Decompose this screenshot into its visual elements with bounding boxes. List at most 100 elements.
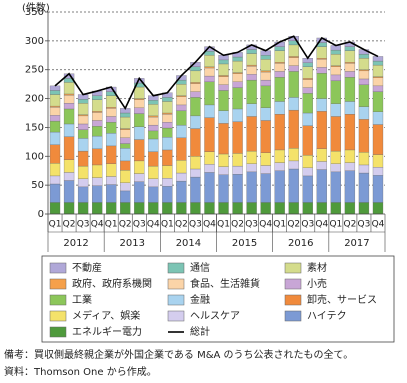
bar-segment: [49, 163, 61, 177]
bar-segment: [120, 169, 131, 183]
bar-segment: [148, 130, 159, 140]
x-tick-label: Q2: [343, 220, 356, 230]
bar-segment: [246, 163, 257, 173]
bar-segment: [134, 173, 145, 182]
bar-segment: [302, 154, 313, 168]
bar-segment: [190, 115, 201, 129]
bar-segment: [120, 202, 131, 215]
bar-segment: [316, 148, 327, 162]
bar-segment: [218, 123, 229, 155]
x-tick-label: Q3: [245, 220, 258, 230]
bar-segment: [316, 111, 327, 149]
bar-segment: [204, 81, 215, 106]
bar-segment: [162, 165, 173, 179]
bar-segment: [358, 70, 370, 80]
legend-label: 金融: [190, 293, 210, 306]
bar-segment: [106, 122, 117, 134]
bar-segment: [288, 160, 299, 170]
bar-segment: [330, 202, 342, 215]
bar-segment: [260, 120, 271, 153]
bar-segment: [372, 154, 384, 168]
bar-segment: [232, 165, 243, 175]
bar-segment: [358, 84, 370, 107]
bar-segment: [302, 79, 313, 88]
year-label: 2015: [232, 238, 257, 249]
bar-segment: [246, 49, 257, 54]
bar-segment: [190, 97, 201, 117]
bar-segment: [91, 202, 103, 215]
bar-segment: [91, 177, 103, 186]
bar-segment: [260, 71, 271, 81]
year-label: 2017: [344, 238, 369, 249]
bar-segment: [204, 202, 215, 215]
bar-segment: [316, 46, 327, 59]
bar-segment: [330, 53, 342, 66]
x-tick-label: Q4: [203, 220, 216, 230]
bar-segment: [218, 75, 229, 77]
bar-segment: [260, 59, 271, 72]
bar-segment: [274, 71, 285, 78]
bar-segment: [330, 49, 342, 55]
bar-segment: [190, 91, 201, 98]
bar-segment: [77, 123, 89, 130]
bar-segment: [372, 77, 384, 87]
bar-segment: [260, 152, 271, 166]
bar-segment: [274, 114, 285, 151]
bar-segment: [218, 174, 229, 203]
bar-segment: [134, 181, 145, 203]
bar-segment: [260, 173, 271, 203]
bar-segment: [372, 91, 384, 112]
bar-segment: [218, 76, 229, 85]
bar-segment: [63, 172, 75, 181]
bar-segment: [49, 115, 61, 122]
bar-segment: [316, 58, 327, 60]
bar-segment: [190, 83, 201, 92]
bar-segment: [358, 119, 370, 153]
bar-segment: [288, 97, 299, 111]
bar-segment: [106, 116, 117, 123]
x-tick-label: Q1: [49, 220, 62, 230]
legend-swatch: [49, 310, 67, 322]
bar-segment: [288, 71, 299, 98]
bar-segment: [232, 174, 243, 203]
bar-segment: [232, 202, 243, 215]
bar-segment: [218, 110, 229, 124]
bar-segment: [232, 153, 243, 167]
bar-segment: [274, 202, 285, 215]
legend-swatch: [284, 294, 302, 306]
bar-segment: [63, 108, 75, 125]
x-tick-label: Q4: [147, 220, 160, 230]
bar-segment: [49, 120, 61, 133]
x-tick-label: Q2: [63, 220, 76, 230]
bar-segment: [106, 184, 117, 203]
bar-segment: [316, 59, 327, 68]
bar-segment: [120, 160, 131, 171]
x-tick-label: Q1: [329, 220, 342, 230]
bar-segment: [232, 81, 243, 88]
legend-swatch: [284, 278, 302, 290]
bar-segment: [260, 202, 271, 215]
y-tick-label: 50: [31, 180, 44, 191]
bar-segment: [77, 138, 89, 152]
bar-segment: [372, 85, 384, 92]
bar-segment: [49, 183, 61, 203]
year-label: 2012: [63, 238, 88, 249]
bar-segment: [218, 202, 229, 215]
bar-segment: [120, 182, 131, 192]
bar-segment: [106, 202, 117, 215]
bar-segment: [316, 73, 327, 99]
bar-segment: [176, 202, 187, 215]
bar-segment: [288, 202, 299, 215]
bar-segment: [204, 66, 215, 69]
bar-segment: [176, 137, 187, 161]
bar-segment: [120, 112, 131, 118]
bar-segment: [302, 78, 313, 80]
bar-segment: [91, 126, 103, 137]
bar-segment: [176, 172, 187, 182]
legend-label: 小売: [307, 277, 327, 290]
bar-segment: [190, 66, 201, 72]
bar-segment: [106, 176, 117, 185]
bar-segment: [372, 76, 384, 78]
bar-segment: [316, 98, 327, 112]
bar-segment: [49, 202, 61, 215]
